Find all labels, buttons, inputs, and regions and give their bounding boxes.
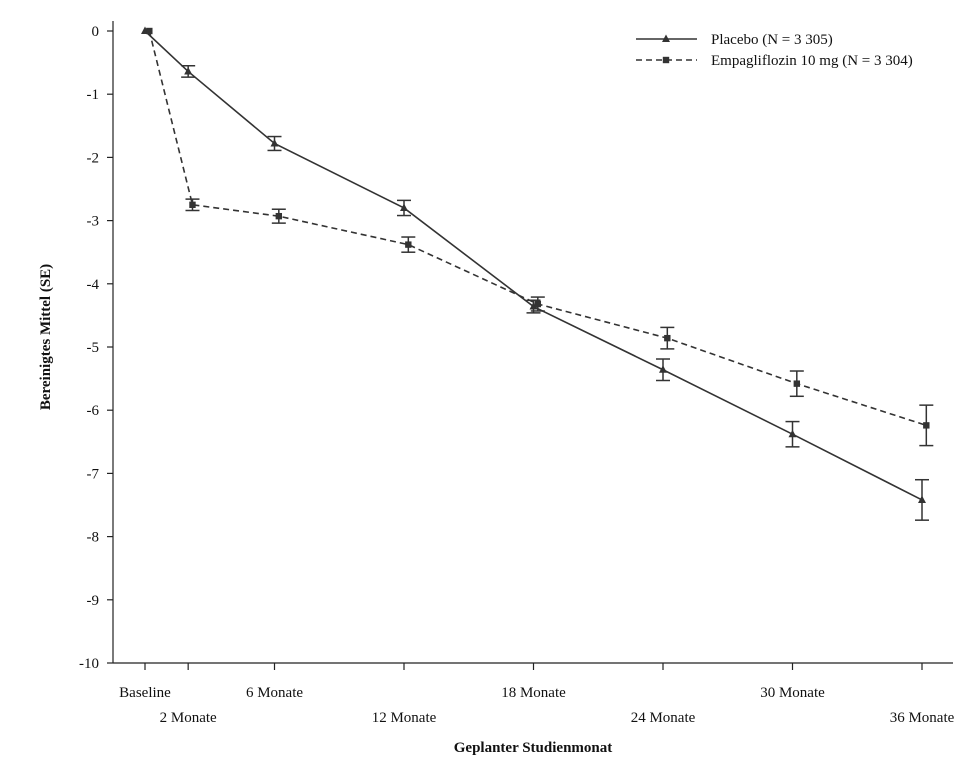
legend-label: Placebo (N = 3 305) [711,32,833,48]
x-tick-label: 6 Monate [246,685,303,701]
x-tick-label: 12 Monate [372,710,437,726]
legend-label: Empagliflozin 10 mg (N = 3 304) [711,53,913,69]
x-tick-label: 2 Monate [160,710,217,726]
data-point-square [923,422,930,429]
series-line [148,30,927,427]
series-empagliflozin [146,27,934,447]
y-axis-title: Bereinigtes Mittel (SE) [38,264,54,410]
y-tick-label: -3 [87,214,100,230]
x-tick-label: 36 Monate [890,710,955,726]
data-point-triangle [400,203,408,211]
y-tick-label: -9 [87,593,100,609]
data-point-square [664,334,671,342]
series-placebo [141,26,929,521]
y-tick-label: -2 [87,150,100,166]
x-tick-label: Baseline [119,685,171,701]
y-tick-label: -8 [87,530,100,546]
x-tick-label: 30 Monate [760,685,825,701]
data-point-triangle [659,365,667,373]
series-line [144,30,923,501]
y-tick-label: -10 [79,656,99,672]
y-tick-label: 0 [92,24,100,40]
data-point-triangle [529,302,538,310]
y-tick-label: -5 [87,340,100,356]
data-point-square [275,212,283,220]
data-point-square [793,380,801,387]
legend: Placebo (N = 3 305) Empagliflozin 10 mg (… [636,32,913,69]
y-axis: 0 -1 -2 -3 -4 -5 -6 -7 -8 -9 -10 [79,21,114,672]
data-point-triangle [270,138,279,147]
data-point-triangle [788,429,797,438]
y-tick-label: -4 [87,277,100,293]
data-point-square [146,27,153,35]
data-point-triangle [918,495,926,503]
x-axis: Baseline 2 Monate 6 Monate 12 Monate 18 Mona… [113,662,955,726]
x-tick-label: 24 Monate [631,710,696,726]
legend-marker-square [662,56,670,64]
legend-marker-triangle [662,34,670,42]
data-point-triangle [184,66,193,75]
data-point-square [405,241,412,248]
y-tick-label: -1 [87,87,100,103]
data-point-square [189,201,196,208]
x-axis-title: Geplanter Studienmonat [454,740,613,756]
y-tick-label: -6 [87,403,100,419]
plot-area [141,26,934,521]
x-tick-label: 18 Monate [501,685,566,701]
data-point-square [534,300,542,308]
y-tick-label: -7 [87,466,100,482]
